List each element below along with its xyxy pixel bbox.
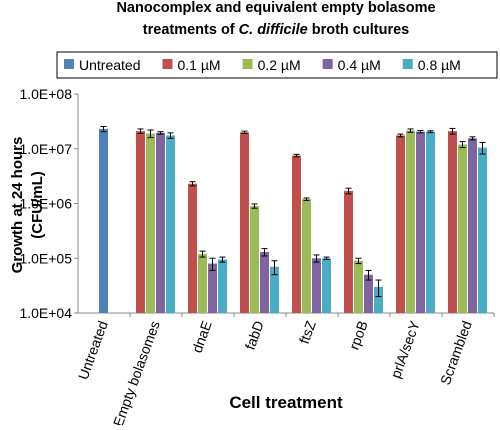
legend-swatch: [162, 59, 173, 69]
chart-title: Nanocomplex and equivalent empty bolasom…: [116, 0, 435, 16]
legend-label: Untreated: [79, 57, 140, 73]
x-tick-label: dnaE: [189, 319, 215, 355]
bar: [448, 131, 457, 313]
bar: [406, 130, 415, 313]
bar: [208, 263, 217, 313]
bar: [458, 144, 467, 313]
bar: [396, 135, 405, 313]
x-tick-label: ftsZ: [296, 318, 319, 346]
x-tick-label: fabD: [242, 319, 267, 352]
title-part: treatments of: [143, 22, 235, 38]
chart-title: treatments of C. difficile broth culture…: [143, 22, 409, 38]
bar: [302, 199, 311, 313]
legend-swatch: [402, 59, 413, 69]
y-tick-label: 1.0E+05: [19, 250, 72, 266]
bar: [322, 258, 331, 313]
bar: [292, 155, 301, 313]
y-axis-label: Growth at 24 hours: [9, 137, 26, 274]
x-tick-label: Empty bolasomes: [110, 319, 163, 425]
title-part: broth cultures: [312, 22, 409, 38]
bar: [468, 138, 477, 313]
y-axis-label: (CFU/mL): [29, 171, 46, 239]
bar: [260, 252, 269, 313]
bar: [240, 132, 249, 313]
x-axis-label: Cell treatment: [229, 393, 343, 412]
legend-swatch: [322, 59, 333, 69]
x-tick-label: Untreated: [75, 319, 111, 382]
bar: [166, 135, 175, 313]
legend-box: [56, 51, 498, 79]
legend-label: 0.2 µM: [258, 57, 301, 73]
bar: [136, 131, 145, 313]
x-tick-label: prlA/secY: [387, 318, 423, 380]
y-tick-label: 1.0E+04: [19, 305, 72, 321]
bar: [156, 132, 165, 313]
y-tick-label: 1.0E+08: [19, 86, 72, 102]
bar: [218, 259, 227, 313]
bar: [99, 128, 108, 313]
bar: [426, 131, 435, 313]
legend-label: 0.8 µM: [418, 57, 461, 73]
y-tick-label: 1.0E+07: [19, 141, 72, 157]
bar: [354, 260, 363, 313]
y-tick-label: 1.0E+06: [19, 196, 72, 212]
x-tick-label: Scrambled: [437, 319, 475, 387]
bar: [198, 253, 207, 313]
bar: [312, 258, 321, 313]
bar: [250, 206, 259, 313]
bar: [374, 286, 383, 313]
bar: [344, 190, 353, 313]
legend-label: 0.4 µM: [338, 57, 381, 73]
bar: [364, 274, 373, 313]
bar: [478, 147, 487, 313]
bar: [146, 133, 155, 313]
title-part: C. difficile: [239, 22, 308, 38]
legend-label: 0.1 µM: [177, 57, 220, 73]
legend-swatch: [64, 59, 74, 69]
bar: [270, 266, 279, 313]
bar: [416, 131, 425, 313]
x-tick-label: rpoB: [346, 319, 371, 352]
legend-swatch: [242, 59, 253, 69]
bar: [188, 183, 197, 313]
